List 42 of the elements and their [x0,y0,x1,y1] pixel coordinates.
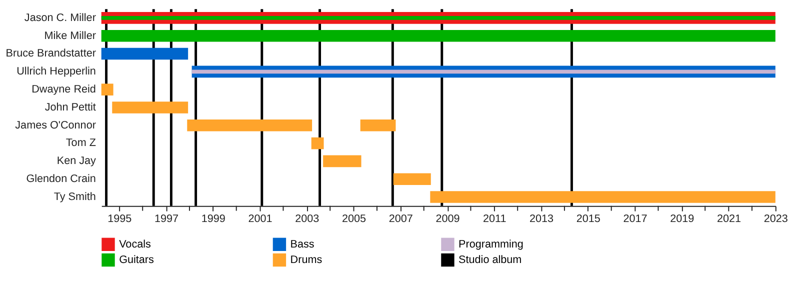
bar [393,173,431,186]
y-tick-label: Ty Smith [54,190,96,203]
bar [101,84,114,96]
y-tick-label: Ken Jay [56,155,97,168]
legend-label: Drums [290,254,323,266]
x-tick-label: 2003 [295,213,320,226]
y-tick-label: Bruce Brandstatter [6,48,96,60]
bar [360,119,396,132]
y-tick-label: James O'Connor [15,119,96,132]
x-tick-label: 2017 [623,213,648,226]
x-tick-label: 2009 [436,213,460,226]
x-tick-label: 2013 [529,213,554,226]
x-tick-label: 2019 [670,213,694,226]
x-tick-label: 2023 [764,213,788,226]
x-tick-label: 2005 [342,213,366,226]
x-tick-label: 2021 [716,213,742,226]
bar [192,70,776,74]
x-tick-label: 2007 [388,213,413,226]
legend-label: Programming [458,238,524,250]
y-tick-label: John Pettit [44,101,96,114]
x-tick-label: 1999 [201,213,226,226]
y-tick-label: Tom Z [66,137,96,150]
bar [112,102,188,114]
x-tick-label: 2001 [248,213,272,226]
x-tick-label: 1997 [154,213,179,226]
bar [311,137,324,150]
bar [430,191,776,203]
bar [187,119,312,132]
y-tick-label: Jason C. Miller [24,12,96,24]
bar [101,48,188,60]
legend-label: Bass [290,238,315,250]
x-tick-label: 2015 [576,213,600,226]
legend-label: Guitars [119,254,155,266]
legend-label: Vocals [119,238,152,250]
x-tick-label: 1995 [108,213,132,226]
y-tick-label: Dwayne Reid [32,84,96,96]
x-tick-label: 2011 [483,213,506,226]
y-tick-label: Ullrich Hepperlin [16,66,96,78]
legend-label: Studio album [458,254,522,266]
y-tick-label: Glendon Crain [26,173,96,186]
bar [323,155,362,168]
y-tick-label: Mike Miller [44,30,96,42]
